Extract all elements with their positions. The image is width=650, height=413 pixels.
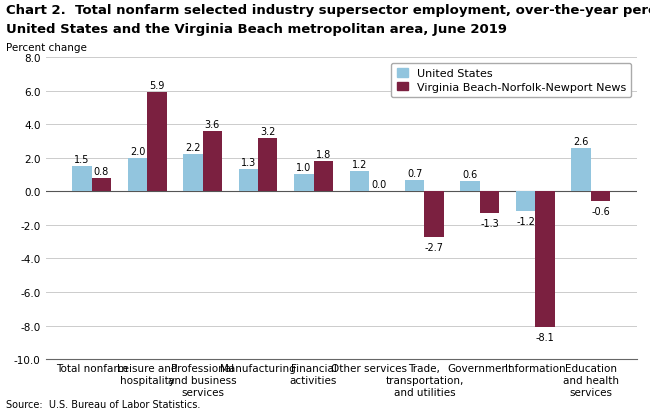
Text: United States and the Virginia Beach metropolitan area, June 2019: United States and the Virginia Beach met… [6,23,508,36]
Bar [147,93,166,192]
Bar [480,192,499,214]
Text: 0.8: 0.8 [94,166,109,176]
Bar [128,158,147,192]
Bar [591,192,610,202]
Legend: United States, Virginia Beach-Norfolk-Newport News: United States, Virginia Beach-Norfolk-Ne… [391,63,631,98]
Bar [313,161,333,192]
Bar [536,192,554,328]
Text: 0.7: 0.7 [407,168,422,178]
Bar [258,138,278,192]
Bar [516,192,536,212]
Text: Percent change: Percent change [6,43,87,53]
Bar [239,170,258,192]
Text: 1.0: 1.0 [296,163,311,173]
Bar [183,155,203,192]
Text: Source:  U.S. Bureau of Labor Statistics.: Source: U.S. Bureau of Labor Statistics. [6,399,201,409]
Bar [460,182,480,192]
Bar [92,178,111,192]
Text: 1.8: 1.8 [316,150,331,160]
Text: -1.2: -1.2 [516,217,535,227]
Text: -2.7: -2.7 [424,242,443,252]
Bar [405,180,424,192]
Text: 2.6: 2.6 [573,136,589,146]
Bar [203,131,222,192]
Text: Chart 2.  Total nonfarm selected industry supersector employment, over-the-year : Chart 2. Total nonfarm selected industry… [6,4,650,17]
Bar [350,172,369,192]
Bar [424,192,444,237]
Text: -0.6: -0.6 [591,207,610,217]
Text: 5.9: 5.9 [150,81,164,91]
Text: 0.0: 0.0 [371,180,386,190]
Bar [72,167,92,192]
Text: 3.2: 3.2 [260,126,276,136]
Text: -8.1: -8.1 [536,332,554,342]
Text: 3.6: 3.6 [205,119,220,130]
Text: 2.0: 2.0 [130,146,145,156]
Bar [571,148,591,192]
Text: 0.6: 0.6 [463,170,478,180]
Bar [294,175,313,192]
Text: 1.3: 1.3 [240,158,256,168]
Text: -1.3: -1.3 [480,218,499,228]
Text: 2.2: 2.2 [185,143,201,153]
Text: 1.2: 1.2 [352,160,367,170]
Text: 1.5: 1.5 [74,155,90,165]
